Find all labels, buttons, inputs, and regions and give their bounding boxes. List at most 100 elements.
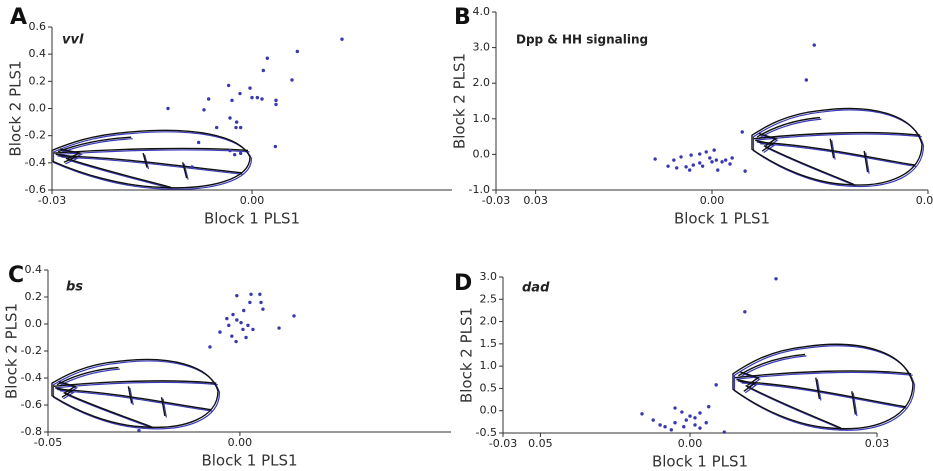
data-point: [255, 95, 260, 100]
wing-drawing: [52, 360, 220, 429]
data-point: [680, 410, 684, 414]
wing-drawing: [52, 130, 252, 189]
wing-vein: [59, 382, 76, 393]
data-point: [714, 383, 718, 387]
data-point: [274, 98, 278, 103]
wing-drawing: [752, 108, 924, 186]
data-point: [292, 314, 296, 318]
data-point: [679, 155, 683, 159]
wing-vein: [183, 162, 187, 178]
wing-vein: [759, 142, 915, 165]
wing-edge: [752, 108, 922, 185]
data-point: [669, 428, 673, 432]
y-axis-label: Block 2 PLS1: [451, 53, 469, 149]
data-point: [698, 411, 702, 415]
wing-edge: [754, 110, 924, 187]
wing-vein: [60, 156, 242, 173]
wing-vein: [747, 387, 842, 430]
wing-vein: [832, 140, 835, 159]
data-point: [712, 148, 716, 152]
data-point: [274, 102, 278, 107]
data-point: [231, 312, 235, 317]
wing-vein: [61, 157, 243, 174]
x-tick-label: -0.03: [482, 194, 510, 207]
wing-vein: [128, 386, 131, 403]
data-point: [714, 158, 719, 162]
data-point: [238, 151, 243, 156]
wing-vein: [740, 372, 758, 386]
panel-title: Dpp & HH signaling: [516, 33, 648, 47]
data-point: [202, 108, 206, 112]
data-point: [804, 78, 809, 82]
wing-outline: [733, 344, 913, 428]
wing-vein: [765, 147, 855, 186]
data-point: [640, 412, 644, 416]
data-point: [722, 430, 726, 434]
wing-vein: [755, 134, 922, 140]
x-tick-label: -0.03: [489, 437, 517, 450]
y-tick-label: 0.0: [473, 147, 491, 160]
panel: 3.0 2.5 2.0 1.5 1.0 0.5 0.0 -0.5-0.03 0.05 0.00 0.…: [454, 270, 915, 471]
data-point: [708, 156, 712, 160]
wing-edge: [54, 132, 252, 189]
data-point: [698, 161, 702, 165]
wing-vein: [59, 389, 212, 409]
y-tick-label: 2.5: [480, 292, 498, 305]
panel-letter: C: [8, 263, 24, 288]
data-point: [687, 168, 692, 172]
data-point: [234, 339, 238, 344]
data-point: [707, 405, 711, 409]
data-point: [137, 428, 141, 433]
wing-vein: [55, 382, 218, 387]
wing-vein: [759, 133, 776, 145]
data-point: [208, 345, 212, 349]
x-axis-label: Block 1 PLS1: [674, 210, 770, 228]
panel-letter: B: [454, 5, 471, 30]
data-point: [663, 425, 667, 429]
data-point: [673, 421, 677, 425]
y-tick-label: 0.2: [25, 290, 43, 303]
wing-edge: [735, 346, 915, 430]
y-tick-label: 2.0: [473, 76, 491, 89]
data-point: [693, 416, 697, 420]
panel: 0.4 0.2 0.0 -0.2 -0.4 -0.6 -0.8-0.05 0.00 Block …: [3, 263, 451, 470]
wing-vein: [817, 379, 821, 400]
wing-vein: [162, 397, 165, 416]
data-point: [248, 300, 252, 305]
wing-outline: [754, 110, 924, 187]
data-point: [774, 277, 778, 281]
data-point: [228, 116, 232, 120]
data-point: [238, 125, 243, 130]
data-point: [812, 43, 816, 47]
wing-vein: [746, 385, 841, 428]
data-point: [249, 292, 253, 296]
x-tick-label: 0.05: [528, 437, 553, 450]
data-point: [658, 423, 662, 427]
data-point: [740, 130, 744, 134]
data-point: [166, 106, 170, 111]
data-point: [225, 316, 229, 321]
wing-vein: [57, 389, 74, 398]
wing-edge: [54, 361, 220, 429]
y-tick-label: -0.4: [21, 371, 42, 384]
y-axis-label: Block 2 PLS1: [7, 60, 25, 156]
x-tick-label: -0.05: [34, 436, 62, 449]
wing-outline: [752, 108, 922, 185]
data-point: [244, 335, 248, 340]
wing-vein: [742, 383, 908, 408]
wing-vein: [64, 393, 152, 427]
y-tick-label: -0.4: [25, 156, 46, 169]
wing-vein: [764, 146, 854, 185]
y-tick-label: -0.6: [25, 183, 46, 196]
y-tick-label: -0.2: [21, 344, 42, 357]
wing-vein: [864, 151, 867, 172]
data-point: [265, 56, 270, 60]
y-tick-label: 1.0: [480, 359, 498, 372]
x-axis-label: Block 1 PLS1: [652, 453, 748, 471]
wing-vein: [757, 118, 820, 137]
panel-title: vvl: [62, 33, 84, 48]
data-point: [196, 140, 201, 145]
y-axis-label: Block 2 PLS1: [3, 303, 21, 399]
data-point: [227, 323, 231, 328]
data-point: [241, 327, 245, 332]
